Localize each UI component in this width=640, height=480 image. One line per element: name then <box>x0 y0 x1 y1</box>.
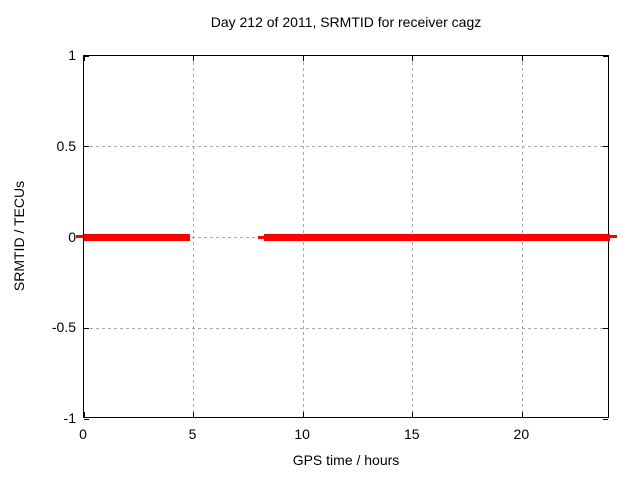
y-tick-mark <box>603 146 608 148</box>
x-gridline <box>193 56 195 417</box>
x-tick-label: 0 <box>79 426 87 442</box>
chart-title: Day 212 of 2011, SRMTID for receiver cag… <box>210 14 482 30</box>
x-tick-mark <box>193 412 195 417</box>
y-tick-mark <box>603 327 608 329</box>
y-tick-label: 0 <box>68 228 76 245</box>
x-axis-label: GPS time / hours <box>292 452 400 468</box>
y-tick-label: -1 <box>63 410 76 426</box>
x-tick-label: 10 <box>294 426 310 442</box>
y-tick-mark <box>84 327 89 329</box>
x-tick-mark <box>412 56 414 61</box>
x-tick-mark <box>83 56 85 61</box>
y-tick-label: -0.5 <box>51 319 76 336</box>
y-gridline <box>84 327 608 329</box>
x-tick-label: 5 <box>188 426 197 442</box>
x-tick-label: 15 <box>403 426 420 442</box>
zero-tick-right <box>610 235 617 238</box>
x-tick-mark <box>521 412 523 417</box>
y-tick-mark <box>84 418 89 420</box>
y-tick-mark <box>603 55 608 57</box>
y-tick-mark <box>84 146 89 148</box>
y-tick-label: 1 <box>68 47 76 63</box>
x-tick-mark <box>521 56 523 61</box>
x-tick-mark <box>193 56 195 61</box>
data-line-segment-thin <box>258 236 265 239</box>
plot-area <box>83 55 610 420</box>
y-gridline <box>84 146 608 148</box>
y-tick-label: 0.5 <box>56 137 76 154</box>
x-tick-mark <box>83 412 85 417</box>
x-tick-mark <box>412 412 414 417</box>
zero-tick-left <box>76 235 83 238</box>
y-tick-mark <box>84 55 89 57</box>
x-tick-mark <box>302 56 304 61</box>
x-tick-mark <box>302 412 304 417</box>
x-tick-label: 20 <box>513 426 530 442</box>
data-line-segment <box>263 234 610 241</box>
y-tick-mark <box>603 418 608 420</box>
data-line-segment <box>84 234 191 241</box>
